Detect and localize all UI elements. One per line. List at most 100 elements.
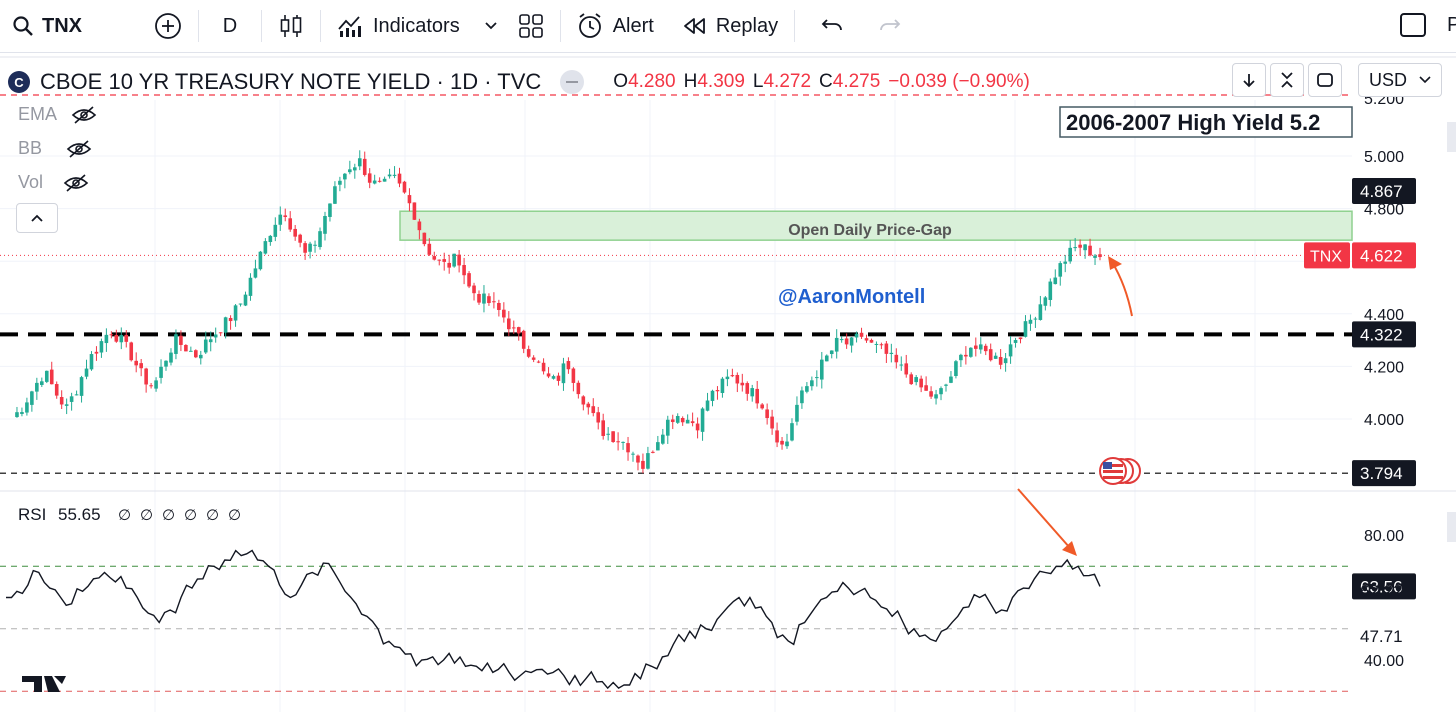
candle-body	[869, 339, 874, 343]
candle-body	[1058, 263, 1063, 277]
candle-body	[367, 173, 372, 183]
eye-crossed-icon[interactable]	[71, 105, 97, 125]
candle-body	[934, 394, 938, 399]
side-panel-handle[interactable]	[1447, 122, 1456, 152]
candle-body	[169, 352, 173, 363]
price-axis-tick: 4.800	[1364, 202, 1404, 219]
high-yield-box[interactable]	[1059, 106, 1353, 138]
undo-button[interactable]	[811, 0, 855, 52]
rsi-badge-bg	[1352, 573, 1416, 600]
rsi-legend-label[interactable]: RSI	[18, 505, 46, 524]
currency-select[interactable]: USD	[1358, 63, 1442, 97]
candle-body	[998, 356, 1003, 365]
chart-type-button[interactable]	[268, 0, 314, 52]
candle-body	[884, 343, 889, 354]
candle-body	[551, 376, 556, 379]
candle-body	[35, 382, 39, 392]
candle-body	[243, 294, 248, 306]
candle-body	[94, 351, 99, 354]
templates-button[interactable]	[508, 0, 554, 52]
candle-body	[1088, 245, 1092, 256]
candle-body	[1003, 358, 1008, 364]
candle-body	[179, 335, 183, 345]
replay-button[interactable]: Replay	[672, 0, 788, 52]
legend-ema[interactable]: EMA	[18, 104, 97, 125]
candle-body	[288, 218, 293, 230]
candle-body	[735, 374, 740, 384]
compare-button[interactable]	[144, 0, 192, 52]
price-badge-bg	[1352, 460, 1416, 487]
candle-body	[924, 385, 928, 391]
legend-vol[interactable]: Vol	[18, 172, 89, 193]
chevron-down-icon	[1419, 76, 1431, 84]
candle-body	[755, 388, 760, 404]
price-axis-tick: 5.000	[1364, 149, 1404, 166]
eye-crossed-icon[interactable]	[66, 139, 92, 159]
candle-body	[1098, 254, 1102, 258]
candle-body	[328, 203, 332, 217]
candle-body	[432, 256, 437, 260]
candle-body	[859, 332, 864, 337]
price-gap-zone[interactable]	[399, 210, 1353, 241]
candle-body	[323, 216, 327, 234]
candle-body	[442, 259, 447, 262]
candle-body	[412, 202, 417, 220]
collapse-pane-button[interactable]	[1270, 63, 1304, 97]
chart-controls	[1232, 63, 1342, 97]
candle-body	[79, 377, 84, 396]
candle-body	[278, 214, 283, 225]
redo-button[interactable]	[867, 0, 911, 52]
candle-body	[785, 441, 789, 447]
candle-body	[864, 338, 869, 341]
candle-body	[49, 369, 54, 385]
symbol-title[interactable]: CBOE 10 YR TREASURY NOTE YIELD · 1D · TV…	[40, 69, 542, 94]
candle-body	[889, 352, 894, 354]
candle-body	[54, 384, 59, 396]
arrow-down-icon	[1243, 74, 1255, 88]
side-panel-handle[interactable]	[1447, 512, 1456, 542]
toolbar-divider	[198, 10, 199, 42]
candle-body	[1028, 319, 1033, 324]
candle-body	[402, 181, 407, 193]
candle-body	[382, 178, 387, 182]
us-flag-stripe	[1103, 476, 1123, 479]
scroll-down-button[interactable]	[1232, 63, 1266, 97]
toolbar-divider	[559, 10, 561, 42]
maximize-pane-button[interactable]	[1308, 63, 1342, 97]
price-badge: 4.867	[1360, 182, 1403, 201]
symbol-search[interactable]: TNX	[0, 0, 92, 52]
candle-body	[184, 345, 188, 352]
dots-icon[interactable]	[559, 69, 585, 95]
candle-body	[511, 327, 516, 329]
candles-icon	[280, 15, 302, 37]
candle-body	[556, 375, 561, 381]
collapse-legend-button[interactable]	[16, 203, 58, 233]
candle-body	[725, 376, 730, 380]
rsi-line[interactable]	[6, 549, 1101, 690]
candle-body	[874, 343, 879, 345]
candle-body	[248, 277, 253, 296]
alert-button[interactable]: Alert	[567, 0, 664, 52]
toolbar-divider	[261, 10, 262, 42]
candle-body	[348, 169, 352, 173]
candle-body	[685, 419, 690, 424]
candle-body	[765, 409, 769, 419]
candle-body	[571, 368, 576, 383]
candle-body	[566, 361, 571, 370]
rsi-badge: 62.22	[1360, 582, 1403, 601]
indicators-button[interactable]: Indicators	[327, 0, 508, 52]
interval-button[interactable]: D	[205, 0, 255, 52]
candle-body	[318, 231, 322, 248]
candle-body	[795, 404, 799, 422]
chevron-down-icon[interactable]	[484, 21, 498, 31]
candle-body	[377, 180, 382, 182]
eye-crossed-icon[interactable]	[63, 173, 89, 193]
candle-body	[462, 265, 466, 276]
fullscreen-button[interactable]	[1400, 13, 1426, 37]
candle-body	[109, 334, 114, 336]
candle-body	[114, 334, 119, 342]
candle-body	[909, 374, 914, 385]
legend-bb[interactable]: BB	[18, 138, 92, 159]
candle-body	[914, 377, 918, 383]
